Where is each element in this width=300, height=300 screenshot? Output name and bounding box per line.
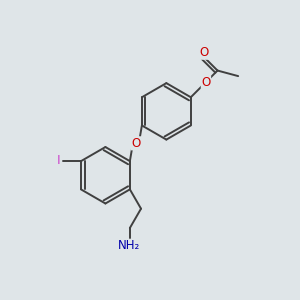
Text: NH₂: NH₂: [118, 239, 140, 252]
Text: O: O: [201, 76, 211, 88]
Text: O: O: [200, 46, 209, 59]
Text: O: O: [131, 137, 140, 150]
Text: I: I: [57, 154, 60, 167]
